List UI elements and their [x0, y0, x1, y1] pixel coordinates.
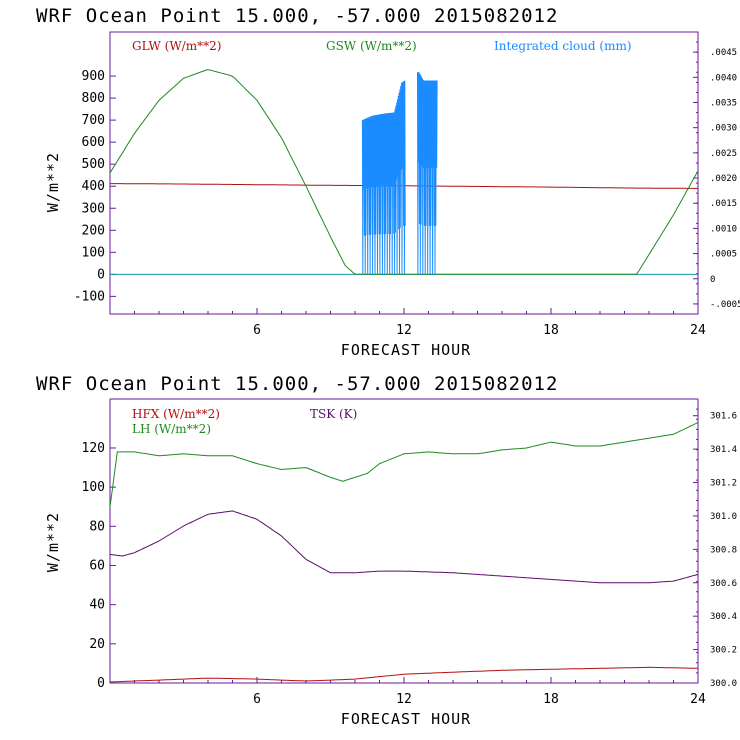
- bottom-y-axis: 120 100 80 60 40 20 0: [82, 441, 116, 691]
- top-ytick-label: 400: [82, 179, 105, 194]
- series-line-lh: [109, 422, 699, 507]
- top-y2tick-label: .0015: [710, 199, 737, 209]
- bottom-ytick-label: 120: [82, 441, 105, 456]
- bottom-y2tick-label: 301.0: [710, 512, 737, 522]
- bottom-y2tick-label: 301.2: [710, 479, 737, 489]
- bottom-series-group: [109, 422, 699, 683]
- legend-lh: LH (W/m**2): [132, 422, 211, 436]
- legend-glw: GLW (W/m**2): [132, 39, 221, 53]
- top-y-axis: 900 800 700 600 500 400 300 200 100 0 -100: [74, 69, 116, 304]
- bottom-y2tick-label: 300.0: [710, 679, 737, 689]
- legend-integrated-cloud: Integrated cloud (mm): [494, 39, 632, 53]
- top-y2tick-label: .0040: [710, 73, 737, 83]
- top-ytick-label: 800: [82, 91, 105, 106]
- bottom-ytick-label: 0: [97, 676, 105, 691]
- top-ytick-label: 500: [82, 157, 105, 172]
- top-x-axis: 6 12 18 24: [134, 308, 706, 338]
- bottom-chart-title: WRF Ocean Point 15.000, -57.000 20150820…: [36, 373, 558, 395]
- top-xtick-label: 6: [253, 323, 261, 338]
- top-y2tick-label: .0030: [710, 124, 737, 134]
- top-chart-title: WRF Ocean Point 15.000, -57.000 20150820…: [36, 5, 558, 27]
- top-ytick-label: 700: [82, 113, 105, 128]
- bottom-xtick-label: 18: [543, 692, 559, 707]
- top-ytick-label: -100: [74, 289, 105, 304]
- legend-tsk: TSK (K): [310, 407, 357, 421]
- series-line-integrated-cloud: [361, 71, 438, 275]
- bottom-y2tick-label: 300.6: [710, 579, 737, 589]
- top-ytick-label: 200: [82, 223, 105, 238]
- top-ytick-label: 300: [82, 201, 105, 216]
- bottom-xtick-label: 24: [690, 692, 706, 707]
- top-series-group: [109, 69, 699, 275]
- bottom-plot-frame: [109, 398, 699, 684]
- bottom-y2tick-label: 300.2: [710, 646, 737, 656]
- series-line-hfx: [109, 666, 698, 683]
- bottom-y2-axis: 301.6 301.4 301.2 301.0 300.8 300.6 300.4 300.2…: [693, 398, 737, 689]
- bottom-ytick-label: 40: [89, 598, 105, 613]
- bottom-y-axis-label: W/m**2: [44, 512, 62, 572]
- bottom-legend: HFX (W/m**2) LH (W/m**2) TSK (K): [132, 407, 357, 436]
- bottom-y2tick-label: 301.4: [710, 445, 737, 455]
- bottom-xtick-label: 6: [253, 692, 261, 707]
- top-x-axis-label: FORECAST HOUR: [341, 341, 471, 359]
- top-legend: GLW (W/m**2) GSW (W/m**2) Integrated clo…: [132, 39, 632, 53]
- top-ytick-label: 900: [82, 69, 105, 84]
- top-xtick-label: 18: [543, 323, 559, 338]
- bottom-x-axis: 6 12 18 24: [134, 677, 706, 707]
- top-ytick-label: 100: [82, 245, 105, 260]
- bottom-ytick-label: 20: [89, 637, 105, 652]
- top-y2tick-label: .0035: [710, 99, 737, 109]
- bottom-xtick-label: 12: [396, 692, 412, 707]
- bottom-chart: WRF Ocean Point 15.000, -57.000 20150820…: [36, 373, 737, 728]
- top-xtick-label: 24: [690, 323, 706, 338]
- bottom-ytick-label: 100: [82, 480, 105, 495]
- bottom-y2tick-label: 301.6: [710, 412, 737, 422]
- legend-gsw: GSW (W/m**2): [326, 39, 417, 53]
- top-ytick-label: 600: [82, 135, 105, 150]
- bottom-y2tick-label: 300.4: [710, 612, 737, 622]
- top-y2tick-label: -.0005: [710, 300, 740, 310]
- top-y2tick-label: .0010: [710, 224, 737, 234]
- top-xtick-label: 12: [396, 323, 412, 338]
- top-y2tick-label: .0005: [710, 250, 737, 260]
- bottom-ytick-label: 60: [89, 558, 105, 573]
- bottom-x-axis-label: FORECAST HOUR: [341, 710, 471, 728]
- top-y2tick-label: .0025: [710, 149, 737, 159]
- top-y2-axis: .0045 .0040 .0035 .0030 .0025 .0020 .0015 .0010…: [693, 31, 740, 315]
- top-y2tick-label: 0: [710, 275, 715, 285]
- series-line-tsk: [109, 510, 699, 584]
- bottom-y2tick-label: 300.8: [710, 545, 737, 555]
- top-y2tick-label: .0020: [710, 174, 737, 184]
- legend-hfx: HFX (W/m**2): [132, 407, 220, 421]
- bottom-ytick-label: 80: [89, 519, 105, 534]
- top-y-axis-label: W/m**2: [44, 152, 62, 212]
- top-chart: WRF Ocean Point 15.000, -57.000 20150820…: [36, 5, 740, 359]
- top-ytick-label: 0: [97, 267, 105, 282]
- top-y2tick-label: .0045: [710, 48, 737, 58]
